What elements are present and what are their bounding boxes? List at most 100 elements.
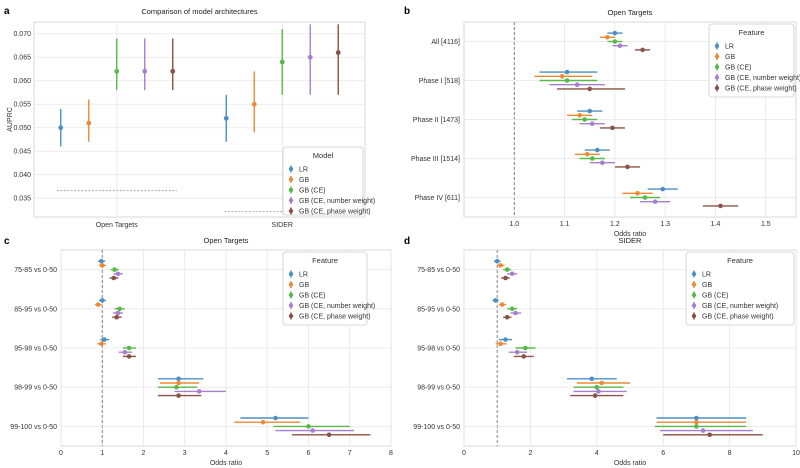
legend-dot-b-4 (714, 85, 720, 91)
xtick-label-c-2: 2 (142, 450, 146, 457)
legend-dot-d-2 (691, 292, 697, 298)
ytick-label-d-2: 95-98 vs 0-50 (417, 346, 460, 353)
panel-letter-c: c (4, 236, 10, 247)
point-d-3-1 (513, 310, 518, 316)
point-b-3-0 (617, 43, 623, 48)
point-b-3-2 (589, 121, 595, 126)
point-b-0-0 (612, 30, 618, 36)
legend-dot-b-3 (714, 75, 720, 80)
point-b-4-0 (640, 47, 645, 53)
point-c-2-4 (306, 424, 311, 429)
xtick-label-d-0: 0 (462, 450, 466, 457)
ytick-label-c-4: 99-100 vs 0-50 (10, 424, 57, 431)
ytick-label-c-0: 75-85 vs 0-50 (14, 267, 57, 274)
point-b-0-3 (595, 147, 600, 153)
xtick-label-d-5: 10 (792, 450, 800, 457)
point-c-4-1 (114, 314, 119, 320)
legend-label-c-0: LR (299, 272, 308, 279)
ytick-label-b-2: Phase II [1473] (413, 117, 460, 124)
point-b-0-2 (587, 108, 593, 114)
point-c-3-3 (196, 389, 202, 394)
legend-dot-c-4 (288, 313, 294, 319)
point-a-1-1 (251, 101, 257, 107)
ytick-label-d-0: 75-85 vs 0-50 (417, 267, 460, 274)
xtick-label-a-1: SIDER (272, 222, 293, 229)
point-c-1-1 (95, 302, 101, 307)
legend-dot-b-2 (714, 64, 720, 70)
point-b-1-0 (605, 35, 610, 40)
legend-label-d-4: GB (CE, phase weight) (702, 314, 774, 321)
ytick-label-d-3: 98-99 vs 0-50 (417, 385, 460, 392)
point-b-3-4 (652, 199, 658, 204)
legend-d: Feature LR GB GB (CE) GB (CE, number weight)… (685, 251, 795, 326)
legend-dot-b-0 (714, 43, 720, 49)
point-b-2-2 (582, 117, 588, 122)
panel-letter-d: d (404, 236, 410, 247)
legend-dot-a-4 (288, 208, 294, 214)
point-b-4-4 (718, 203, 723, 209)
point-b-2-0 (612, 39, 618, 44)
legend-label-a-1: GB (299, 177, 309, 184)
point-c-4-0 (111, 275, 117, 281)
point-c-0-1 (99, 298, 105, 303)
legend-label-c-2: GB (CE) (299, 293, 325, 300)
xtick-label-c-0: 0 (59, 450, 63, 457)
point-d-1-0 (498, 263, 503, 268)
point-d-2-4 (694, 424, 699, 429)
ytick-label-d-4: 99-100 vs 0-50 (413, 424, 460, 431)
point-a-3-1 (307, 54, 313, 60)
point-d-2-3 (594, 384, 600, 390)
ylabel-a: AUPRC (7, 107, 14, 132)
xlabel-b: Odds ratio (614, 231, 646, 238)
point-b-2-1 (564, 78, 570, 83)
legend-label-a-0: LR (299, 167, 308, 174)
point-a-1-0 (86, 120, 92, 126)
point-d-2-2 (523, 345, 528, 351)
point-c-1-4 (260, 419, 266, 425)
ytick-label-b-3: Phase III [1514] (411, 156, 460, 163)
point-c-4-2 (126, 354, 132, 359)
point-c-4-3 (176, 393, 181, 398)
legend-label-c-1: GB (299, 282, 309, 289)
point-b-1-2 (577, 113, 582, 118)
point-d-1-3 (599, 380, 605, 386)
legend-a: Model LR GB GB (CE) GB (CE, number weight) GB… (282, 146, 375, 216)
point-c-4-4 (326, 432, 332, 438)
point-c-3-0 (115, 271, 121, 277)
title-d: SIDER (619, 236, 643, 245)
legend-label-b-1: GB (725, 54, 735, 61)
legend-dot-a-0 (288, 166, 294, 172)
point-c-0-0 (99, 258, 104, 264)
legend-dot-d-4 (691, 313, 697, 319)
xtick-label-b-4: 1.4 (711, 221, 721, 228)
legend-title-a: Model (313, 151, 334, 160)
point-b-4-3 (625, 164, 630, 170)
point-d-4-3 (592, 393, 598, 398)
point-d-2-0 (504, 267, 510, 272)
xtick-label-d-4: 8 (728, 450, 732, 457)
point-d-1-4 (694, 419, 699, 425)
point-c-1-2 (99, 341, 104, 347)
legend-label-c-3: GB (CE, number weight) (299, 303, 375, 310)
point-c-3-1 (115, 310, 121, 316)
point-c-2-0 (112, 267, 117, 272)
ytick-label-b-4: Phase IV [611] (415, 195, 460, 202)
legend-dot-c-0 (288, 271, 294, 277)
point-d-3-3 (596, 389, 601, 394)
legend-dot-c-3 (288, 303, 294, 308)
point-a-2-1 (279, 59, 285, 65)
point-c-1-3 (176, 380, 181, 386)
point-b-1-4 (635, 191, 640, 196)
point-d-4-4 (707, 432, 712, 438)
xtick-label-c-1: 1 (100, 450, 104, 457)
point-b-3-3 (600, 160, 605, 165)
ytick-label-a-2: 0.045 (13, 149, 31, 156)
xtick-label-c-6: 6 (307, 450, 311, 457)
xtick-label-a-0: Open Targets (96, 222, 138, 229)
ytick-label-b-0: All [4116] (431, 39, 460, 46)
point-b-0-1 (564, 69, 570, 75)
panel-letter-b: b (404, 6, 410, 17)
xtick-label-b-0: 1.0 (509, 221, 519, 228)
legend-dot-d-1 (691, 282, 697, 287)
